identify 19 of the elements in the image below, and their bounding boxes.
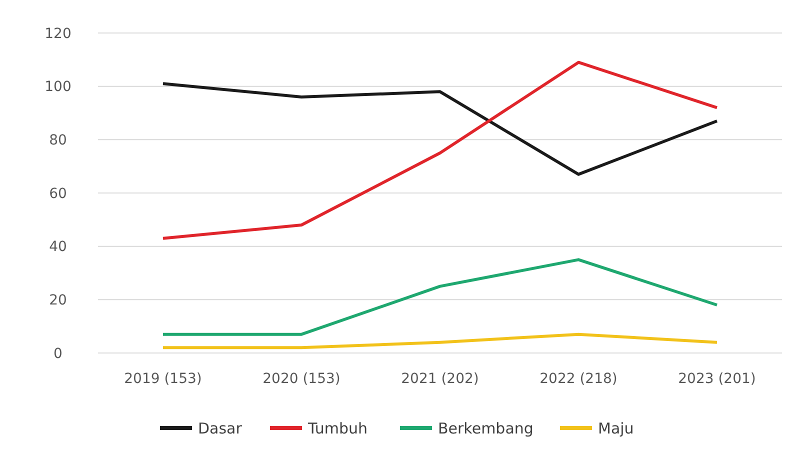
line-series (162, 258, 718, 336)
legend-label: Dasar (198, 419, 243, 438)
legend-label: Berkembang (438, 419, 534, 438)
x-tick-label: 2022 (218) (540, 371, 618, 387)
x-tick-label: 2023 (201) (678, 371, 756, 387)
y-tick-label: 0 (54, 346, 62, 362)
legend-label: Maju (598, 419, 634, 438)
y-tick-label: 80 (49, 132, 67, 149)
x-tick-label: 2020 (153) (262, 371, 340, 387)
x-tick-label: 2021 (202) (401, 371, 479, 387)
y-tick-label: 100 (44, 79, 72, 96)
legend-label: Tumbuh (307, 419, 368, 438)
y-tick-label: 120 (44, 26, 72, 42)
y-tick-label: 60 (49, 186, 67, 202)
line-series (162, 82, 718, 176)
line-series (162, 60, 718, 240)
y-tick-label: 40 (49, 239, 67, 256)
y-tick-label: 20 (49, 292, 67, 309)
x-tick-label: 2019 (153) (124, 371, 202, 387)
